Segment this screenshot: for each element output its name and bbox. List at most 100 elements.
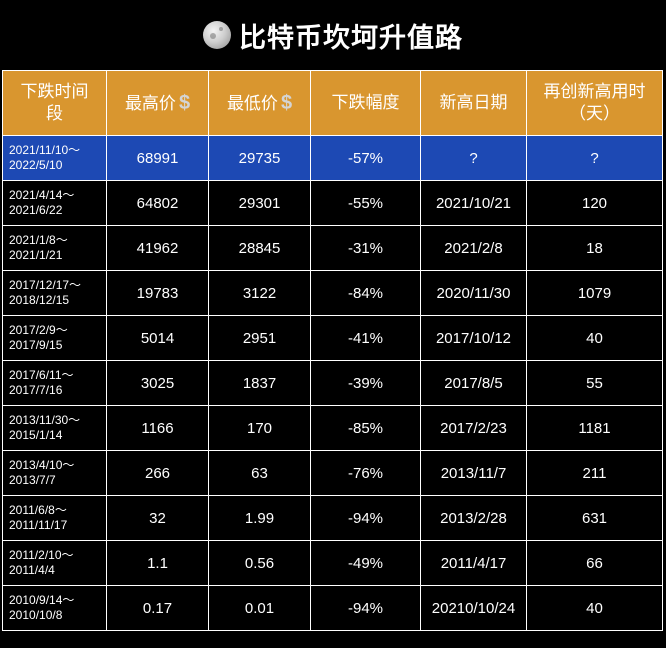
new-high-date-cell: 2017/2/23 xyxy=(420,405,527,451)
period-cell: 2013/11/30～ 2015/1/14 xyxy=(2,405,107,451)
period-cell: 2017/2/9～ 2017/9/15 xyxy=(2,315,107,361)
header-period-label: 下跌时间段 xyxy=(20,82,89,123)
period-end: 2010/10/8 xyxy=(9,608,63,622)
high-price-cell: 68991 xyxy=(106,135,209,181)
header-new-high-date: 新高日期 xyxy=(420,70,527,136)
period-cell: 2017/12/17～ 2018/12/15 xyxy=(2,270,107,316)
new-high-date-cell: 2021/2/8 xyxy=(420,225,527,271)
low-price-cell: 0.01 xyxy=(208,585,311,631)
low-price-cell: 1.99 xyxy=(208,495,311,541)
period-end: 2015/1/14 xyxy=(9,428,63,442)
table-row: 2017/6/11～ 2017/7/16 3025 1837 -39% 2017/8/5 5… xyxy=(2,360,663,406)
page-title: 比特币坎坷升值路 xyxy=(239,22,463,53)
title-bar: 比特币坎坷升值路 xyxy=(0,0,666,70)
new-high-date-cell: 2013/11/7 xyxy=(420,450,527,496)
high-price-cell: 1.1 xyxy=(106,540,209,586)
header-period: 下跌时间段 xyxy=(2,70,107,136)
table-header-row: 下跌时间段 最高价 $ 最低价 $ 下跌幅度 新高日期 再创新高用时（天） xyxy=(2,70,663,136)
header-high-label: 最高价 xyxy=(124,93,176,113)
new-high-date-cell: 2020/11/30 xyxy=(420,270,527,316)
period-cell: 2017/6/11～ 2017/7/16 xyxy=(2,360,107,406)
drop-cell: -41% xyxy=(310,315,421,361)
high-price-cell: 3025 xyxy=(106,360,209,406)
high-price-cell: 32 xyxy=(106,495,209,541)
period-end: 2011/4/4 xyxy=(9,563,55,577)
drop-cell: -31% xyxy=(310,225,421,271)
high-price-cell: 266 xyxy=(106,450,209,496)
table-row: 2021/11/10～ 2022/5/10 68991 29735 -57%?? xyxy=(2,135,663,181)
days-cell: 18 xyxy=(526,225,663,271)
header-drop-label: 下跌幅度 xyxy=(331,93,400,112)
days-cell: 55 xyxy=(526,360,663,406)
days-cell: 1181 xyxy=(526,405,663,451)
drop-cell: -84% xyxy=(310,270,421,316)
period-cell: 2013/4/10～ 2013/7/7 xyxy=(2,450,107,496)
days-cell: 120 xyxy=(526,180,663,226)
drop-cell: -94% xyxy=(310,495,421,541)
period-cell: 2021/1/8～ 2021/1/21 xyxy=(2,225,107,271)
new-high-date-cell: 2011/4/17 xyxy=(420,540,527,586)
low-price-cell: 63 xyxy=(208,450,311,496)
period-cell: 2011/6/8～ 2011/11/17 xyxy=(2,495,107,541)
drop-cell: -76% xyxy=(310,450,421,496)
new-high-date-cell: ? xyxy=(420,135,527,181)
low-price-cell: 28845 xyxy=(208,225,311,271)
period-end: 2022/5/10 xyxy=(9,158,63,172)
header-low-label: 最低价 xyxy=(226,93,278,113)
table-row: 2013/11/30～ 2015/1/14 1166 170 -85% 2017/2/23… xyxy=(2,405,663,451)
header-days-label: 再创新高用时（天） xyxy=(543,82,646,123)
table-row: 2017/12/17～ 2018/12/15 19783 3122 -84% 2020/1… xyxy=(2,270,663,316)
new-high-date-cell: 2013/2/28 xyxy=(420,495,527,541)
period-cell: 2010/9/14～ 2010/10/8 xyxy=(2,585,107,631)
period-end: 2021/6/22 xyxy=(9,203,63,217)
period-start: 2011/2/10～ xyxy=(9,548,74,562)
days-cell: 66 xyxy=(526,540,663,586)
period-start: 2010/9/14～ xyxy=(9,593,75,607)
drop-cell: -49% xyxy=(310,540,421,586)
drop-cell: -57% xyxy=(310,135,421,181)
high-price-cell: 5014 xyxy=(106,315,209,361)
high-price-cell: 64802 xyxy=(106,180,209,226)
period-start: 2017/2/9～ xyxy=(9,323,68,337)
dollar-icon: $ xyxy=(178,91,191,114)
period-end: 2011/11/17 xyxy=(9,518,68,532)
period-start: 2011/6/8～ xyxy=(9,503,67,517)
header-high: 最高价 $ xyxy=(106,70,209,136)
table-row: 2011/6/8～ 2011/11/17 32 1.99 -94% 2013/2/28 63… xyxy=(2,495,663,541)
period-start: 2013/11/30～ xyxy=(9,413,81,427)
days-cell: 1079 xyxy=(526,270,663,316)
high-price-cell: 19783 xyxy=(106,270,209,316)
low-price-cell: 29301 xyxy=(208,180,311,226)
days-cell: 211 xyxy=(526,450,663,496)
period-start: 2017/6/11～ xyxy=(9,368,74,382)
low-price-cell: 29735 xyxy=(208,135,311,181)
table-row: 2021/4/14～ 2021/6/22 64802 29301 -55% 2021/10… xyxy=(2,180,663,226)
high-price-cell: 0.17 xyxy=(106,585,209,631)
dollar-icon: $ xyxy=(280,91,293,114)
table-row: 2011/2/10～ 2011/4/4 1.1 0.56 -49% 2011/4/17 66 xyxy=(2,540,663,586)
new-high-date-cell: 20210/10/24 xyxy=(420,585,527,631)
period-end: 2017/7/16 xyxy=(9,383,63,397)
days-cell: 40 xyxy=(526,585,663,631)
bitcoin-drawdown-table: 下跌时间段 最高价 $ 最低价 $ 下跌幅度 新高日期 再创新高用时（天） 2021… xyxy=(2,70,663,631)
low-price-cell: 170 xyxy=(208,405,311,451)
header-new-high-date-label: 新高日期 xyxy=(439,93,508,112)
new-high-date-cell: 2017/10/12 xyxy=(420,315,527,361)
table-row: 2017/2/9～ 2017/9/15 5014 2951 -41% 2017/10/12… xyxy=(2,315,663,361)
days-cell: 631 xyxy=(526,495,663,541)
period-cell: 2021/11/10～ 2022/5/10 xyxy=(2,135,107,181)
header-low: 最低价 $ xyxy=(208,70,311,136)
high-price-cell: 1166 xyxy=(106,405,209,451)
period-start: 2017/12/17～ xyxy=(9,278,82,292)
table-body: 2021/11/10～ 2022/5/10 68991 29735 -57%?? 2021… xyxy=(2,135,663,631)
low-price-cell: 2951 xyxy=(208,315,311,361)
high-price-cell: 41962 xyxy=(106,225,209,271)
period-start: 2013/4/10～ xyxy=(9,458,75,472)
period-cell: 2021/4/14～ 2021/6/22 xyxy=(2,180,107,226)
moon-icon xyxy=(203,21,231,49)
table-row: 2021/1/8～ 2021/1/21 41962 28845 -31% 2021/2/8… xyxy=(2,225,663,271)
header-days: 再创新高用时（天） xyxy=(526,70,663,136)
drop-cell: -94% xyxy=(310,585,421,631)
low-price-cell: 0.56 xyxy=(208,540,311,586)
table-row: 2010/9/14～ 2010/10/8 0.17 0.01 -94% 20210/10/… xyxy=(2,585,663,631)
